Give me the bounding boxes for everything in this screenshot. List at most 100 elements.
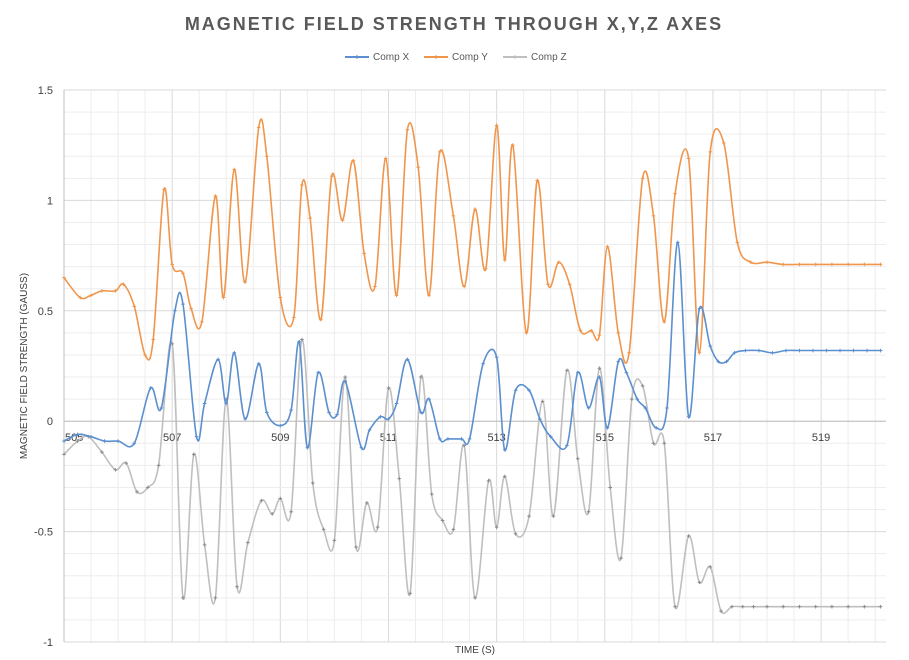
x-tick-label: 507 [163,432,181,444]
comp-y-point [697,350,702,355]
comp-x-point [878,348,883,353]
comp-z-point [473,596,477,600]
comp-z-point [575,456,580,461]
comp-y-point [535,178,539,183]
comp-x-point [665,406,669,410]
comp-y-point [394,293,399,298]
comp-y-point [351,158,356,163]
legend-label: Comp Y [452,52,488,63]
comp-y-point [567,282,572,287]
comp-y-point [319,317,323,322]
comp-x-point [305,445,310,450]
comp-z-point [332,538,337,543]
comp-x-point [419,410,423,415]
comp-y-line [63,118,881,364]
comp-z-point [708,565,713,569]
comp-x-point [675,240,680,245]
comp-z-series [62,337,883,615]
comp-x-point [565,443,569,448]
comp-y-point [340,218,345,223]
comp-z-point [375,525,380,529]
legend-marker [513,55,517,59]
comp-y-point [121,282,126,287]
comp-x-point [865,348,869,353]
comp-z-point [62,452,66,457]
comp-z-point [586,509,591,514]
comp-x-point [513,388,518,393]
comp-z-point [440,518,445,523]
comp-z-point [235,585,239,589]
comp-z-point [597,366,602,371]
comp-z-point [619,556,623,560]
comp-z-point [191,452,196,457]
comp-z-point [565,368,569,373]
comp-z-point [397,476,402,481]
comp-z-point [730,604,734,609]
comp-x-point [697,306,702,311]
comp-x-point [824,348,829,353]
comp-z-point [354,545,358,549]
comp-z-point [765,604,769,609]
comp-x-point [481,361,485,366]
comp-x-point [181,302,185,306]
comp-z-point [365,501,369,505]
comp-x-point [327,410,331,415]
legend-label: Comp Z [531,52,567,63]
comp-x-point [359,445,364,450]
comp-x-point [716,359,721,364]
comp-x-point [624,370,629,375]
comp-x-point [102,439,107,443]
x-tick-label: 519 [812,432,830,444]
comp-z-point [300,337,304,342]
comp-y-point [735,240,740,245]
comp-y-point [473,207,477,212]
comp-z-point [608,485,612,490]
comp-y-point [627,350,631,355]
comp-y-point [524,331,529,335]
comp-y-point [292,315,296,320]
comp-z-point [486,479,491,483]
comp-x-point [89,434,93,439]
comp-y-point [662,320,667,324]
comp-z-point [419,375,423,379]
comp-y-point [846,262,850,267]
comp-y-point [502,258,507,262]
comp-x-point [784,348,788,353]
comp-x-point [686,414,691,419]
comp-x-point [224,401,229,406]
comp-y-point [589,328,594,333]
comp-y-point [278,295,283,300]
comp-y-point [200,320,204,324]
legend-marker [434,55,438,59]
comp-x-point [708,344,713,348]
comp-x-point [394,401,399,406]
comp-x-point [586,406,591,410]
x-tick-label: 509 [271,432,289,444]
comp-z-point [751,604,756,609]
comp-z-point [502,474,507,479]
comp-x-point [243,417,247,421]
comp-x-point [743,348,748,353]
comp-y-point [113,289,118,293]
comp-x-point [851,348,856,353]
comp-y-point [438,150,442,154]
comp-x-point [527,388,531,393]
comp-z-point [278,496,283,501]
comp-x-point [202,401,207,406]
series-layer [62,118,883,615]
comp-z-point [513,532,518,536]
comp-y-point [143,353,147,357]
comp-z-point [181,596,185,600]
comp-y-point [781,262,786,267]
comp-z-point [527,514,531,518]
comp-y-point [721,141,726,145]
comp-y-point [651,214,656,218]
comp-y-point [830,262,834,267]
comp-y-point [89,293,93,298]
comp-z-point [310,481,315,485]
comp-z-point [213,596,218,600]
comp-z-point [429,492,434,496]
comp-y-point [189,306,193,311]
comp-x-point [467,437,472,441]
